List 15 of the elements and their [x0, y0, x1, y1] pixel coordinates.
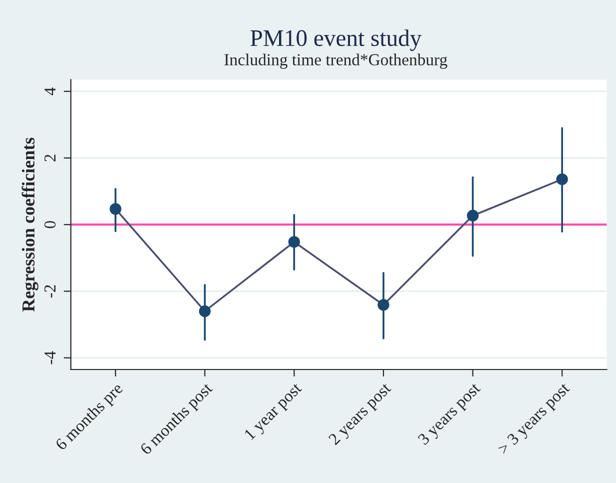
point	[288, 236, 300, 248]
point	[110, 203, 122, 215]
chart-subtitle: Including time trend*Gothenburg	[224, 54, 448, 69]
y-tick-label: 2	[44, 154, 56, 162]
y-tick-label: 0	[44, 221, 56, 228]
chart-title: PM10 event study	[250, 30, 422, 51]
point	[556, 173, 568, 186]
point	[466, 210, 479, 222]
y-axis-title: Regression coefficients	[22, 138, 38, 312]
point	[198, 305, 211, 318]
y-tick-label: -4	[44, 351, 56, 364]
x-tick-label: 1 year post	[244, 382, 305, 443]
y-tick-label: 4	[44, 87, 56, 96]
point	[378, 299, 390, 311]
y-tick-label: -2	[44, 285, 56, 298]
